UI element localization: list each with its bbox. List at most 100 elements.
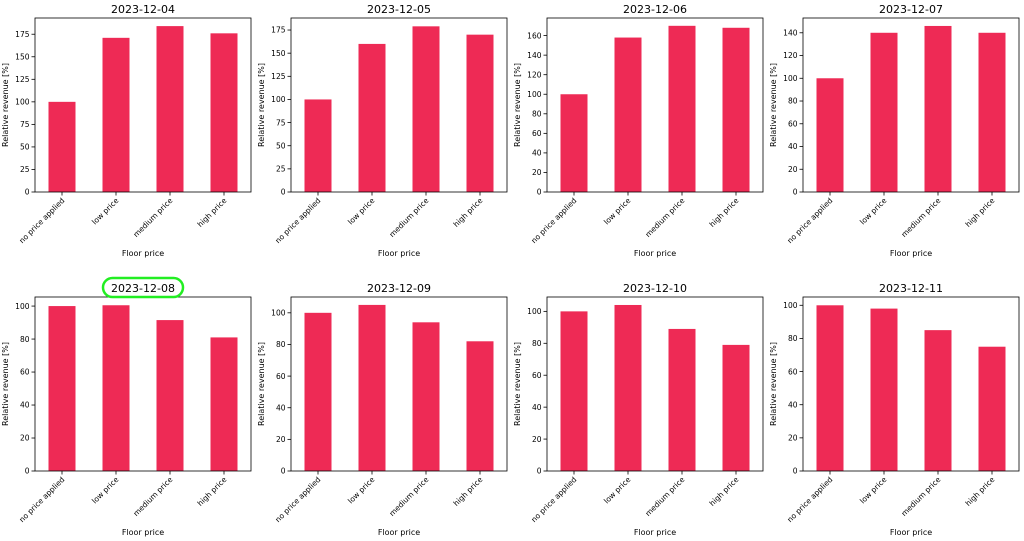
bar-no-price-applied <box>304 99 332 192</box>
x-tick-label: high price <box>964 196 997 229</box>
x-tick-label: medium price <box>387 196 430 239</box>
y-tick-label: 150 <box>271 49 286 58</box>
y-tick-label: 25 <box>276 165 286 174</box>
y-tick-label: 150 <box>15 52 30 61</box>
chart-title: 2023-12-09 <box>367 282 431 295</box>
chart-panel-2023-12-05: 0 25 50 75 100 125 150 175 no price applied low p… <box>257 3 508 258</box>
y-axis-label: Relative revenue [%] <box>257 342 266 426</box>
x-tick-label: medium price <box>899 475 942 518</box>
y-tick-label: 40 <box>788 400 798 409</box>
x-tick-label: low price <box>346 475 377 506</box>
x-axis-label: Floor price <box>890 249 932 258</box>
x-tick-label: low price <box>346 196 377 227</box>
y-tick-label: 75 <box>20 120 30 129</box>
x-tick-label: high price <box>196 196 229 229</box>
y-tick-label: 100 <box>527 307 542 316</box>
chart-title: 2023-12-10 <box>623 282 687 295</box>
x-tick-label: medium price <box>387 475 430 518</box>
chart-panel-2023-12-06: 0 20 40 60 80 100 120 140 160 no price applied low… <box>513 3 764 258</box>
axes-frame <box>290 17 508 193</box>
y-tick-label: 60 <box>788 119 798 128</box>
bar-low-price <box>102 37 130 192</box>
bar-high-price <box>466 34 494 192</box>
chart-panel-2023-12-08: 0 20 40 60 80 100 no price applied low price med… <box>1 276 252 537</box>
x-tick-label: low price <box>90 475 121 506</box>
x-tick-label: no price applied <box>17 196 66 245</box>
bar-high-price <box>722 344 750 471</box>
x-tick-label: medium price <box>131 196 174 239</box>
y-tick-label: 80 <box>788 97 798 106</box>
y-tick-label: 100 <box>15 302 30 311</box>
y-axis-label: Relative revenue [%] <box>1 342 10 426</box>
y-tick-label: 50 <box>20 143 30 152</box>
bar-medium-price <box>156 26 184 192</box>
y-tick-label: 120 <box>527 70 542 79</box>
chart-panel-2023-12-10: 0 20 40 60 80 100 no price applied low price med… <box>513 282 764 537</box>
axes-frame <box>802 296 1020 472</box>
bar-high-price <box>210 337 238 471</box>
x-tick-label: medium price <box>899 196 942 239</box>
x-axis-label: Floor price <box>634 528 676 537</box>
y-tick-label: 0 <box>281 188 286 197</box>
y-tick-label: 100 <box>527 90 542 99</box>
y-axis-label: Relative revenue [%] <box>513 63 522 147</box>
y-tick-label: 0 <box>537 188 542 197</box>
x-tick-label: no price applied <box>529 196 578 245</box>
bar-no-price-applied <box>48 101 76 192</box>
y-tick-label: 125 <box>15 75 30 84</box>
bar-high-price <box>722 27 750 193</box>
y-tick-label: 60 <box>532 371 542 380</box>
y-tick-label: 20 <box>532 168 542 177</box>
x-tick-label: low price <box>90 196 121 227</box>
x-axis-label: Floor price <box>890 528 932 537</box>
y-tick-label: 0 <box>793 467 798 476</box>
y-tick-label: 40 <box>788 142 798 151</box>
y-tick-label: 60 <box>276 372 286 381</box>
bar-low-price <box>870 32 898 192</box>
x-tick-label: high price <box>196 475 229 508</box>
x-tick-label: high price <box>452 196 485 229</box>
y-tick-label: 0 <box>281 467 286 476</box>
x-tick-label: high price <box>708 475 741 508</box>
bar-low-price <box>358 304 386 471</box>
x-tick-label: low price <box>602 196 633 227</box>
x-axis-label: Floor price <box>378 249 420 258</box>
y-tick-label: 40 <box>532 403 542 412</box>
y-tick-label: 160 <box>527 31 542 40</box>
chart-title: 2023-12-05 <box>367 3 431 16</box>
y-tick-label: 175 <box>15 30 30 39</box>
y-tick-label: 140 <box>783 28 798 37</box>
y-tick-label: 100 <box>783 301 798 310</box>
bar-medium-price <box>668 328 696 471</box>
axes-frame <box>34 17 252 193</box>
y-tick-label: 60 <box>20 368 30 377</box>
x-tick-label: medium price <box>643 196 686 239</box>
y-tick-label: 100 <box>271 95 286 104</box>
chart-title: 2023-12-06 <box>623 3 687 16</box>
bar-no-price-applied <box>560 311 588 471</box>
bar-no-price-applied <box>48 306 76 471</box>
bar-no-price-applied <box>816 305 844 471</box>
bar-low-price <box>870 308 898 471</box>
chart-panel-2023-12-09: 0 20 40 60 80 100 no price applied low price med… <box>257 282 508 537</box>
y-tick-label: 50 <box>276 141 286 150</box>
y-tick-label: 80 <box>532 109 542 118</box>
x-tick-label: no price applied <box>785 475 834 524</box>
y-tick-label: 80 <box>532 339 542 348</box>
bar-medium-price <box>412 322 440 471</box>
bar-medium-price <box>924 25 952 193</box>
y-tick-label: 80 <box>276 340 286 349</box>
x-axis-label: Floor price <box>122 528 164 537</box>
y-tick-label: 60 <box>532 129 542 138</box>
title-highlight-ring <box>101 276 185 299</box>
bar-high-price <box>978 346 1006 471</box>
chart-panel-2023-12-07: 0 20 40 60 80 100 120 140 no price applied low pr… <box>769 3 1020 258</box>
axes-frame <box>802 17 1020 193</box>
y-tick-label: 100 <box>783 74 798 83</box>
y-tick-label: 125 <box>271 72 286 81</box>
bar-medium-price <box>924 330 952 471</box>
y-tick-label: 175 <box>271 26 286 35</box>
x-tick-label: high price <box>452 475 485 508</box>
y-tick-label: 20 <box>788 165 798 174</box>
y-tick-label: 100 <box>15 98 30 107</box>
